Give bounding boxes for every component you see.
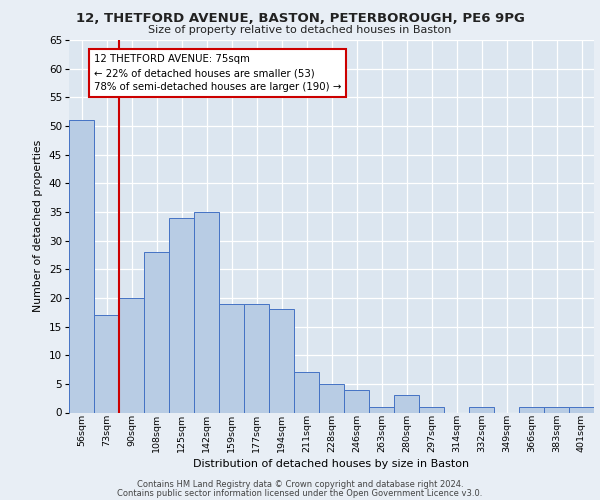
Text: Size of property relative to detached houses in Baston: Size of property relative to detached ho… (148, 25, 452, 35)
Bar (69, 120, 94, 412)
Bar (419, 407, 444, 412)
Bar (569, 407, 594, 412)
Text: 12 THETFORD AVENUE: 75sqm
← 22% of detached houses are smaller (53)
78% of semi-: 12 THETFORD AVENUE: 75sqm ← 22% of detac… (94, 54, 341, 92)
Y-axis label: Number of detached properties: Number of detached properties (33, 140, 43, 312)
Bar (169, 218, 194, 412)
Bar (344, 390, 369, 412)
Bar (319, 384, 344, 412)
Bar (144, 252, 169, 412)
Bar (294, 372, 319, 412)
X-axis label: Distribution of detached houses by size in Baston: Distribution of detached houses by size … (193, 460, 470, 469)
Bar (269, 310, 294, 412)
Bar (519, 407, 544, 412)
Bar (544, 407, 569, 412)
Text: 12, THETFORD AVENUE, BASTON, PETERBOROUGH, PE6 9PG: 12, THETFORD AVENUE, BASTON, PETERBOROUG… (76, 12, 524, 26)
Bar (244, 304, 269, 412)
Bar (94, 315, 119, 412)
Text: Contains public sector information licensed under the Open Government Licence v3: Contains public sector information licen… (118, 489, 482, 498)
Bar (469, 407, 494, 412)
Text: Contains HM Land Registry data © Crown copyright and database right 2024.: Contains HM Land Registry data © Crown c… (137, 480, 463, 489)
Bar (194, 212, 219, 412)
Bar (219, 304, 244, 412)
Bar (119, 298, 144, 412)
Bar (369, 407, 394, 412)
Bar (394, 396, 419, 412)
